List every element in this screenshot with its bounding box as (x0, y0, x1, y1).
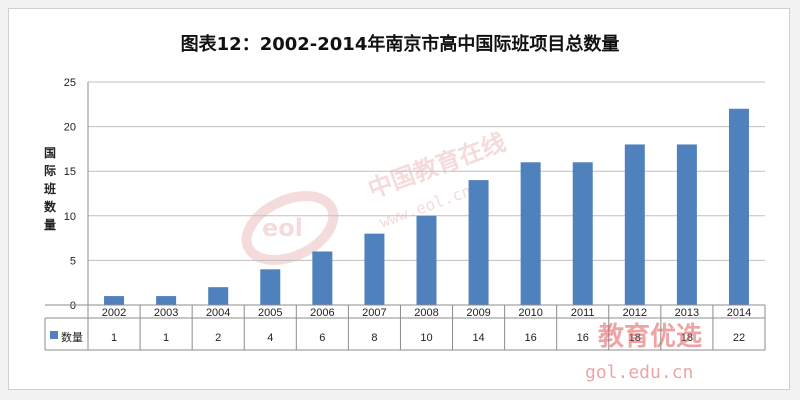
bar (104, 296, 125, 305)
watermark-corner: 教育优选 gol.edu.cn (585, 321, 702, 383)
bar (416, 215, 437, 305)
y-tick-label: 5 (70, 255, 76, 267)
watermark-corner-url: gol.edu.cn (585, 362, 693, 383)
y-axis-label: 国际班数量 (43, 146, 56, 232)
watermark-logo-text: eol (262, 214, 303, 242)
data-table-value: 8 (371, 332, 377, 344)
bar (468, 180, 489, 305)
bar (624, 144, 645, 305)
bars (104, 108, 749, 305)
legend-series-name: 数量 (61, 331, 83, 344)
x-tick-label: 2010 (518, 307, 542, 319)
bar (520, 162, 541, 305)
bar (312, 251, 333, 305)
x-tick-label: 2007 (362, 307, 386, 319)
x-tick-label: 2011 (571, 307, 595, 319)
x-tick-label: 2014 (727, 307, 751, 319)
chart-frame (8, 8, 790, 390)
y-tick-label: 15 (64, 166, 76, 178)
y-tick-label: 0 (70, 300, 76, 312)
data-table-value: 2 (215, 332, 221, 344)
x-tick-label: 2002 (102, 307, 126, 319)
x-tick-label: 2009 (466, 307, 490, 319)
bar (260, 269, 281, 305)
y-tick-labels: 0 5 10 15 20 25 (64, 77, 76, 312)
data-table-value: 14 (472, 332, 484, 344)
data-table-value: 1 (163, 332, 169, 344)
y-tick-label: 10 (64, 211, 76, 223)
x-tick-label: 2008 (414, 307, 438, 319)
bar (364, 233, 385, 305)
data-table-value: 16 (525, 332, 537, 344)
y-tick-label: 25 (64, 77, 76, 89)
watermark-corner-brand: 教育优选 (598, 321, 702, 352)
data-table-value: 1 (111, 332, 117, 344)
data-table: 2002 1 2003 1 2004 2 2005 4 2006 6 2007 8 2008 10 2009… (44, 304, 766, 351)
data-table-value: 18 (681, 332, 693, 344)
eol-logo: eol (241, 191, 339, 265)
x-tick-label: 2013 (675, 307, 699, 319)
data-table-value: 4 (267, 332, 273, 344)
data-table-value: 6 (319, 332, 325, 344)
data-table-value: 10 (420, 332, 432, 344)
legend-swatch (50, 331, 58, 339)
data-table-value: 16 (577, 332, 589, 344)
y-tick-label: 20 (64, 122, 76, 134)
chart-title: 图表12：2002-2014年南京市高中国际班项目总数量 (180, 34, 620, 55)
x-tick-label: 2006 (310, 307, 334, 319)
bar (208, 287, 229, 305)
bar (728, 108, 749, 305)
x-tick-label: 2005 (258, 307, 282, 319)
bar (572, 162, 593, 305)
bar (676, 144, 697, 305)
x-tick-label: 2003 (154, 307, 178, 319)
data-table-value: 22 (733, 332, 745, 344)
x-tick-label: 2004 (206, 307, 230, 319)
data-table-value: 18 (629, 332, 641, 344)
bar (156, 296, 177, 305)
x-tick-label: 2012 (623, 307, 647, 319)
